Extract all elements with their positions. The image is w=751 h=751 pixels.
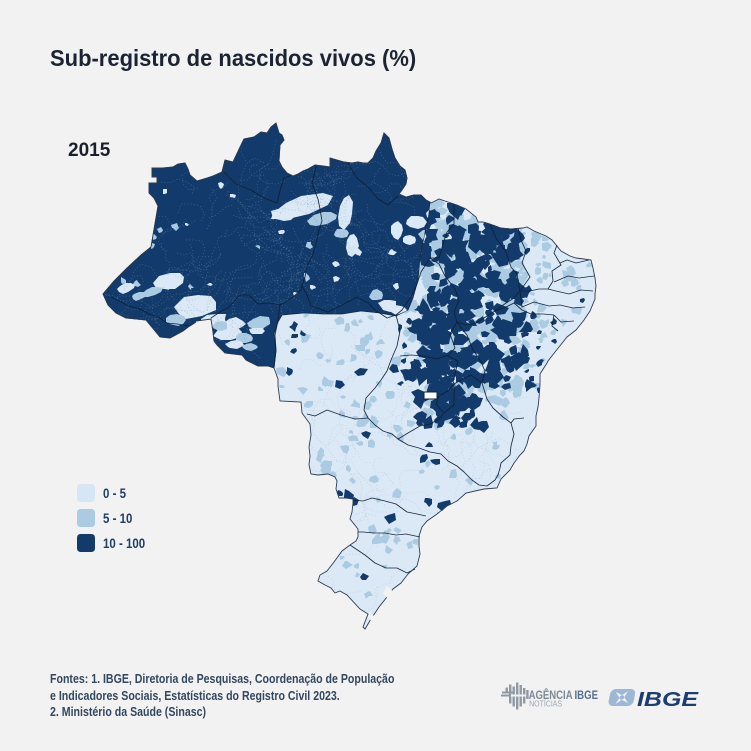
svg-text:AGÊNCIA: AGÊNCIA xyxy=(529,688,573,702)
svg-text:IBGE: IBGE xyxy=(637,688,700,710)
svg-text:NOTÍCIAS: NOTÍCIAS xyxy=(529,700,562,709)
svg-text:IBGE: IBGE xyxy=(575,688,599,702)
